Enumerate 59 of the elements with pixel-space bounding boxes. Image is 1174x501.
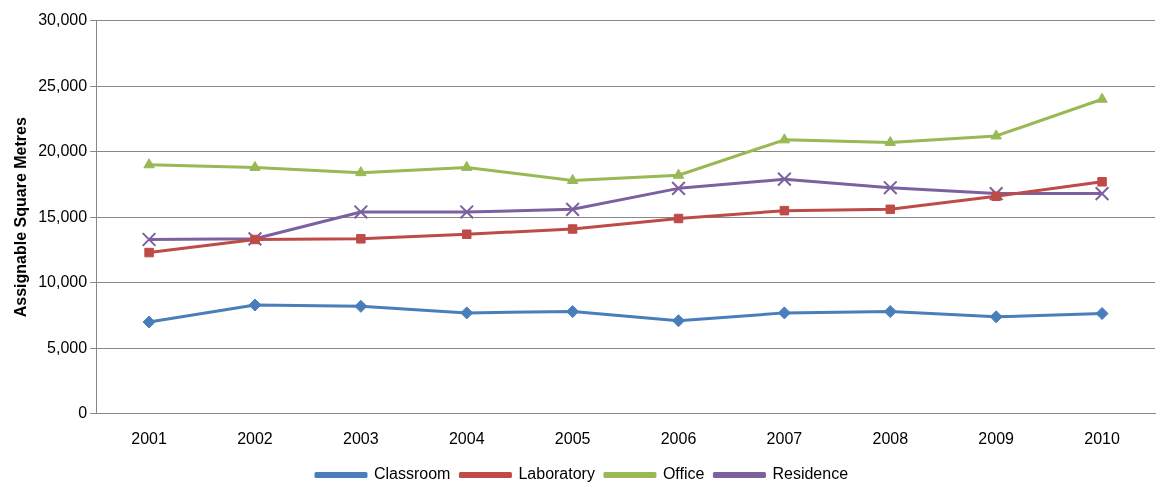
point [1097,177,1107,187]
x-tick-label: 2002 [237,429,273,447]
y-tick-label: 30,000 [38,11,88,29]
point [356,234,366,244]
legend-label: Residence [772,465,849,483]
point [567,224,578,234]
point [779,205,790,216]
point [566,305,580,319]
point [1094,186,1110,201]
point [248,298,262,312]
x-tick-label: 2005 [554,429,591,447]
point [882,180,898,196]
point [460,306,474,320]
y-tick-label: 0 [78,404,88,422]
point [777,306,791,320]
point [673,213,684,224]
x-tick-label: 2008 [872,429,909,447]
x-tick-label: 2006 [660,429,697,447]
x-tick-label: 2001 [131,429,167,447]
point [249,160,261,171]
y-tick-label: 20,000 [38,142,88,160]
point [1096,92,1108,103]
point [142,315,156,329]
point [883,305,897,319]
point [884,135,896,146]
legend-label: Classroom [373,465,451,483]
x-tick-label: 2009 [978,429,1015,447]
x-tick-label: 2007 [766,429,803,447]
point [777,171,792,187]
y-tick-label: 25,000 [38,76,88,94]
point [671,181,686,196]
point [459,204,475,220]
point [355,166,367,177]
point [672,314,686,328]
point [989,310,1003,324]
legend-label: Laboratory [518,465,595,483]
point [461,160,473,171]
point [143,158,155,169]
y-tick-label: 10,000 [38,273,88,291]
point [462,229,472,239]
point [141,232,157,247]
y-tick-label: 5,000 [47,338,88,356]
legend-label: Office [662,465,705,483]
y-tick-label: 15,000 [38,207,88,225]
x-tick-label: 2003 [343,429,379,447]
point [565,201,580,217]
point [991,191,1001,201]
point [144,247,154,258]
point [990,129,1002,140]
point [566,174,579,184]
point [885,204,896,215]
point [1095,307,1109,321]
y-axis-title: Assignable Square Metres [12,117,30,318]
x-tick-label: 2004 [448,429,485,447]
point [672,168,685,179]
x-tick-label: 2010 [1084,429,1120,447]
point [353,204,369,220]
point [354,299,368,313]
point [778,133,791,144]
